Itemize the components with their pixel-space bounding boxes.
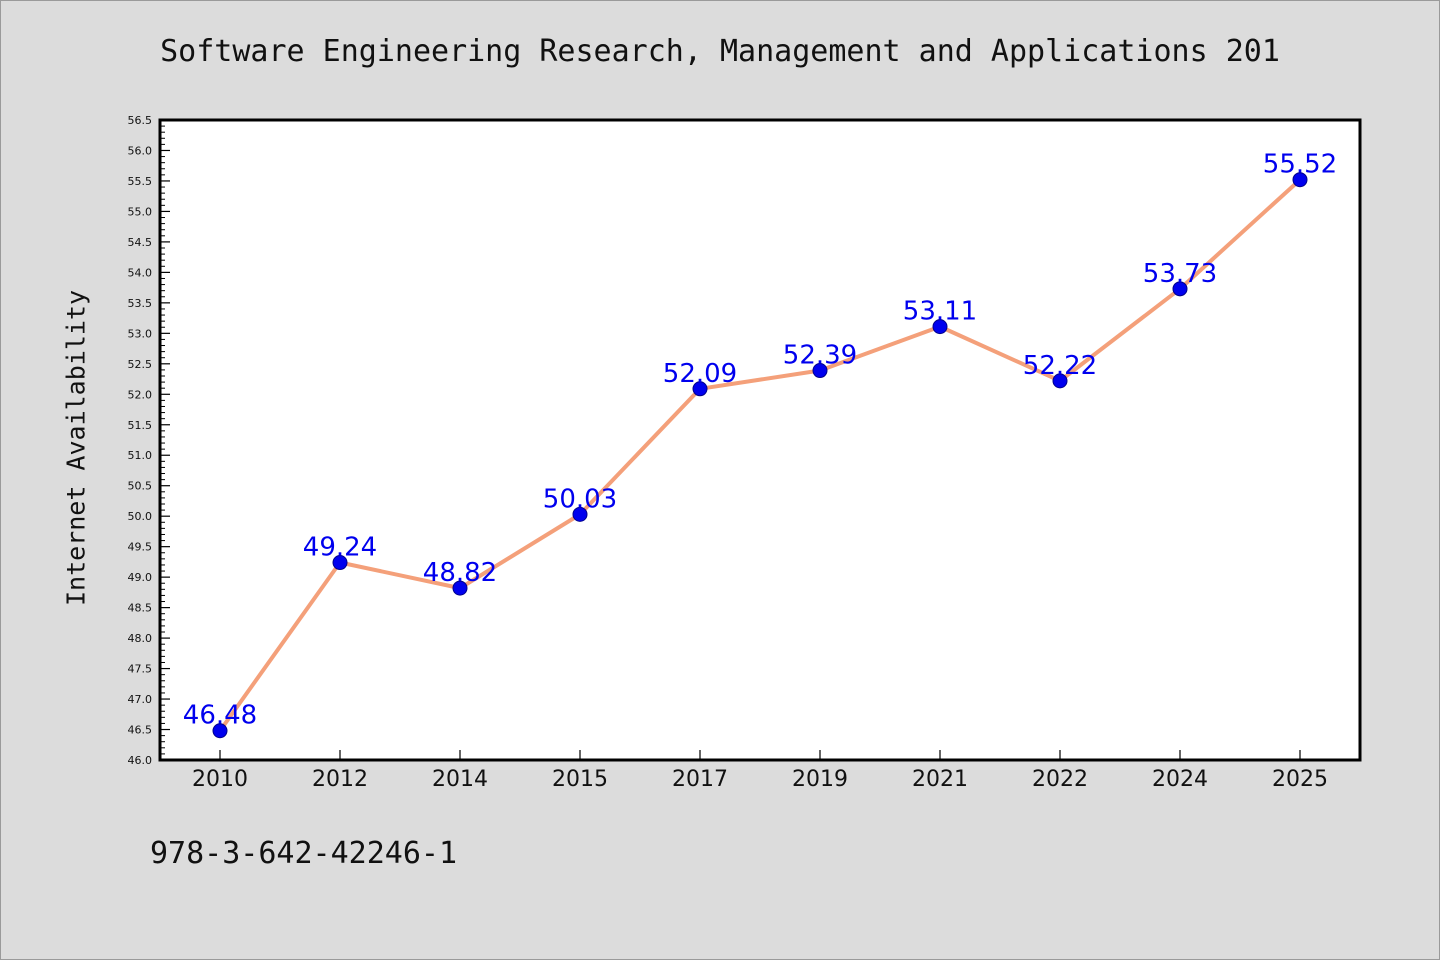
data-label: 50.03 [543,484,617,514]
data-point [332,555,348,571]
y-tick-label: 49.5 [128,541,153,554]
y-tick-label: 53.0 [128,327,153,340]
data-label: 52.09 [663,359,737,389]
y-tick-label: 54.0 [128,266,153,279]
x-tick-label: 2017 [672,767,728,792]
y-tick-label: 53.5 [128,297,153,310]
data-point [452,580,468,596]
y-tick-label: 47.5 [128,663,153,676]
y-tick-label: 48.0 [128,632,153,645]
x-tick-label: 2012 [312,767,368,792]
y-tick-label: 50.0 [128,510,153,523]
x-tick-label: 2025 [1272,767,1328,792]
data-label: 55.52 [1263,150,1337,180]
data-point [212,723,228,739]
y-tick-label: 46.5 [128,724,153,737]
data-label: 48.82 [423,558,497,588]
y-tick-label: 47.0 [128,693,153,706]
y-tick-label: 48.5 [128,602,153,615]
y-tick-label: 52.5 [128,358,153,371]
x-tick-label: 2022 [1032,767,1088,792]
data-label: 53.11 [903,297,977,327]
y-tick-label: 56.0 [128,144,153,157]
x-tick-label: 2015 [552,767,608,792]
y-tick-label: 51.5 [128,419,153,432]
data-point [1172,281,1188,297]
y-tick-label: 55.5 [128,175,153,188]
chart-title: Software Engineering Research, Managemen… [160,34,1280,69]
data-point [692,381,708,397]
y-tick-label: 51.0 [128,449,153,462]
data-point [1052,373,1068,389]
y-tick-label: 56.5 [128,114,153,127]
data-label: 49.24 [303,533,377,563]
y-tick-label: 50.5 [128,480,153,493]
x-tick-label: 2010 [192,767,248,792]
series-line [218,178,1302,732]
data-label: 52.22 [1023,351,1097,381]
data-point [932,319,948,335]
y-tick-label: 54.5 [128,236,153,249]
data-point [1292,172,1308,188]
data-point [572,506,588,522]
y-tick-label: 49.0 [128,571,153,584]
data-label: 52.39 [783,341,857,371]
x-tick-label: 2024 [1152,767,1208,792]
data-point [812,363,828,379]
x-tick-label: 2019 [792,767,848,792]
x-tick-label: 2014 [432,767,488,792]
y-tick-label: 46.0 [128,754,153,767]
y-tick-label: 55.0 [128,205,153,218]
data-label: 46.48 [183,701,257,731]
isbn-footnote: 978-3-642-42246-1 [150,836,458,871]
plot-area [158,118,1362,762]
x-tick-label: 2021 [912,767,968,792]
data-label: 53.73 [1143,259,1217,289]
y-tick-label: 52.0 [128,388,153,401]
